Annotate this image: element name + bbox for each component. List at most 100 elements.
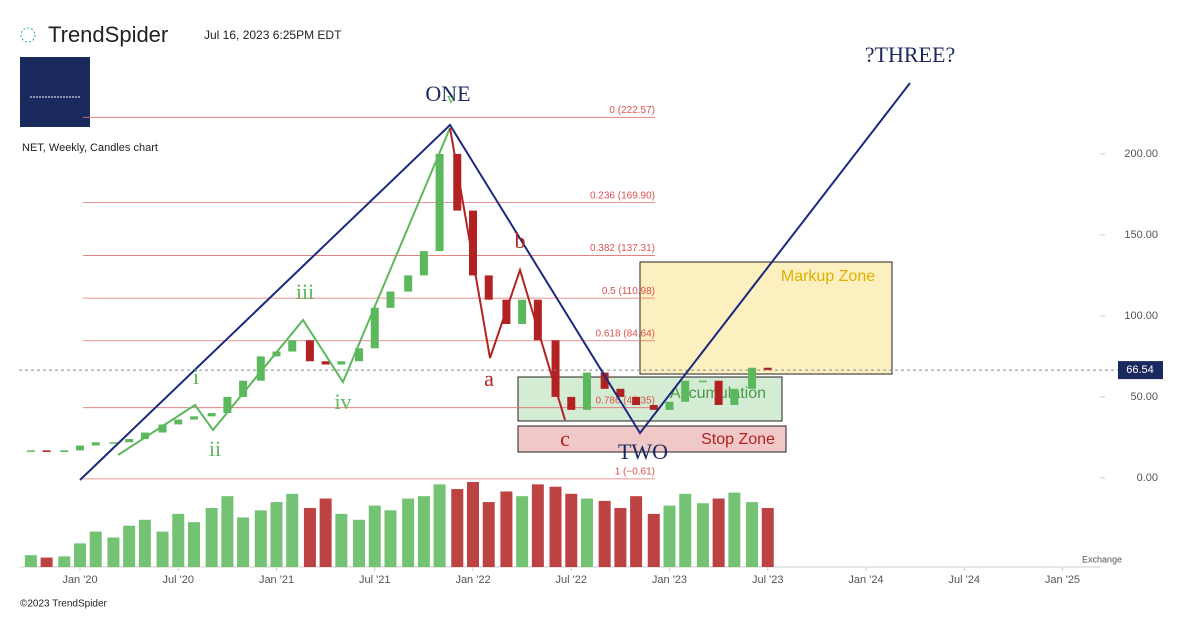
wave-label: b [515, 228, 526, 253]
corrective-wave [449, 127, 566, 421]
wave-label: i [193, 364, 199, 389]
volume-bar [40, 557, 53, 567]
volume-bar [614, 507, 627, 567]
candle [321, 361, 330, 365]
volume-bar [451, 489, 464, 567]
candle [355, 348, 364, 362]
volume-bar [630, 496, 643, 567]
x-tick-label: Jan '22 [455, 574, 490, 586]
volume-bar [187, 522, 200, 567]
fib-label: 0.5 (110.98) [602, 286, 655, 297]
x-tick-label: Jan '21 [259, 574, 294, 586]
volume-bar [384, 510, 397, 567]
candle [551, 340, 560, 397]
volume-bar [205, 507, 218, 567]
volume-bar [549, 486, 562, 567]
volume-bar [663, 505, 676, 567]
candle [469, 210, 478, 276]
candle [109, 442, 118, 444]
volume-bar [221, 496, 234, 567]
candle [272, 351, 281, 357]
volume-bar [679, 493, 692, 567]
footer: ©2023 TrendSpider [20, 599, 108, 610]
volume-bar [237, 517, 250, 567]
candle [337, 361, 346, 365]
fib-label: 0.382 (137.31) [590, 243, 655, 254]
candle [207, 413, 216, 417]
brand: TrendSpider [48, 22, 168, 47]
volume-bar [138, 519, 151, 567]
volume-bar [402, 498, 415, 567]
volume-bar [696, 503, 709, 567]
volume-bar [89, 531, 102, 567]
volume-bar [353, 519, 366, 567]
volume-bar [647, 513, 660, 567]
volume-bar [565, 493, 578, 567]
volume-bar [286, 493, 299, 567]
volume-bar [531, 484, 544, 567]
candle [288, 340, 297, 352]
candle [158, 424, 167, 433]
candle [174, 419, 183, 425]
volume-bar [270, 502, 283, 567]
candle [125, 439, 134, 443]
volume-bar [156, 531, 169, 567]
x-tick-label: Jul '23 [752, 574, 783, 586]
timestamp: Jul 16, 2023 6:25PM EDT [204, 28, 342, 42]
wave-label: iii [296, 279, 314, 304]
candle [582, 372, 591, 410]
candle [453, 153, 462, 211]
volume-bar [368, 505, 381, 567]
candle [26, 450, 35, 452]
candle [140, 432, 149, 440]
volume-bar [303, 507, 316, 567]
x-tick-label: Jul '22 [556, 574, 587, 586]
volume-bar [107, 537, 120, 567]
candle [649, 405, 658, 410]
candle [748, 367, 757, 389]
zone-label: Stop Zone [701, 431, 775, 448]
volume-bar [24, 555, 37, 567]
wave-label: a [484, 366, 494, 391]
x-tick-label: Jan '20 [62, 574, 97, 586]
candle [370, 307, 379, 349]
volume-bar [433, 484, 446, 567]
markup-zone [639, 261, 893, 375]
last-price-box [1118, 361, 1163, 380]
volume-bar [598, 500, 611, 567]
candle [76, 445, 85, 451]
fib-label: 0 (222.57) [609, 105, 655, 116]
wave-label: ONE [425, 81, 470, 106]
chart-label: NET, Weekly, Candles chart [22, 142, 158, 154]
x-tick-label: Jan '23 [652, 574, 687, 586]
wave-label: c [560, 426, 570, 451]
candle [419, 251, 428, 276]
candle [763, 367, 772, 371]
y-tick-label: 50.00 [1130, 391, 1158, 403]
candle [239, 380, 248, 397]
y-tick-label: 150.00 [1124, 229, 1158, 241]
candle [256, 356, 265, 381]
volume-bar [254, 510, 267, 567]
volume-bar [712, 498, 725, 567]
volume-bar [516, 496, 529, 567]
x-tick-label: Jan '24 [848, 574, 883, 586]
last-price-label: 66.54 [1126, 364, 1154, 376]
volume-bar [482, 502, 495, 567]
wave-label: ii [209, 436, 221, 461]
candle [616, 388, 625, 397]
y-tick-label: 100.00 [1124, 310, 1158, 322]
logo: TrendSpider Jul 16, 2023 6:25PM EDT [20, 22, 342, 127]
candle [665, 401, 674, 410]
volume-bar [728, 492, 741, 567]
candle [714, 380, 723, 405]
volume-bar [123, 525, 136, 567]
wave-label: ?THREE? [865, 42, 955, 67]
x-tick-label: Jul '21 [359, 574, 390, 586]
exchange: Exchange [1082, 554, 1122, 564]
fib-label: 1 (−0.61) [615, 467, 655, 478]
candle [518, 299, 527, 324]
wave-label: v [447, 91, 455, 108]
